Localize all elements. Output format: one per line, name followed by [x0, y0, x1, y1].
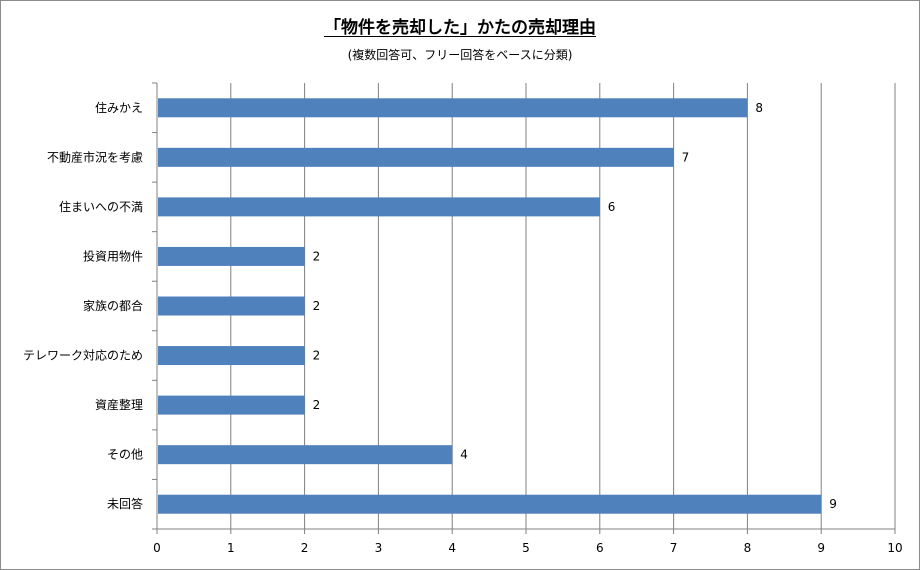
x-tick-label: 5 — [522, 541, 530, 555]
category-label: 未回答 — [107, 496, 143, 511]
x-tick-label: 7 — [670, 541, 678, 555]
data-label: 2 — [313, 299, 321, 313]
bar — [158, 98, 748, 118]
x-tick-label: 6 — [596, 541, 604, 555]
bar — [158, 395, 305, 415]
bar — [158, 346, 305, 366]
category-label: テレワーク対応のため — [23, 349, 143, 363]
x-tick-label: 3 — [375, 541, 383, 555]
x-tick-label: 0 — [153, 541, 161, 555]
chart-subtitle: (複数回答可、フリー回答をベースに分類) — [347, 48, 573, 62]
x-tick-label: 8 — [744, 541, 752, 555]
chart-title: 「物件を売却した」かたの売却理由 — [324, 18, 596, 38]
category-label: その他 — [107, 448, 143, 462]
bar — [158, 445, 453, 465]
x-tick-label: 2 — [301, 541, 309, 555]
x-tick-label: 4 — [448, 541, 456, 555]
data-label: 2 — [313, 398, 321, 412]
data-label: 7 — [682, 150, 690, 164]
data-label: 9 — [829, 497, 837, 511]
bar — [158, 246, 305, 266]
data-label: 4 — [460, 448, 468, 462]
data-label: 6 — [608, 200, 616, 214]
chart-title-wrap: 「物件を売却した」かたの売却理由 — [1, 13, 919, 38]
category-label: 住みかえ — [95, 101, 143, 115]
x-tick-label: 1 — [227, 541, 235, 555]
category-label: 不動産市況を考慮 — [47, 149, 143, 164]
category-label: 住まいへの不満 — [59, 200, 143, 214]
category-label: 家族の都合 — [83, 298, 143, 313]
data-label: 2 — [313, 349, 321, 363]
data-label: 2 — [313, 249, 321, 263]
bar — [158, 296, 305, 316]
bar — [158, 197, 600, 217]
category-label: 資産整理 — [95, 397, 143, 412]
bar — [158, 494, 822, 514]
category-label: 投資用物件 — [83, 248, 143, 263]
x-tick-label: 9 — [817, 541, 825, 555]
bar — [158, 147, 674, 167]
data-label: 8 — [755, 101, 763, 115]
x-tick-label: 10 — [887, 541, 902, 555]
